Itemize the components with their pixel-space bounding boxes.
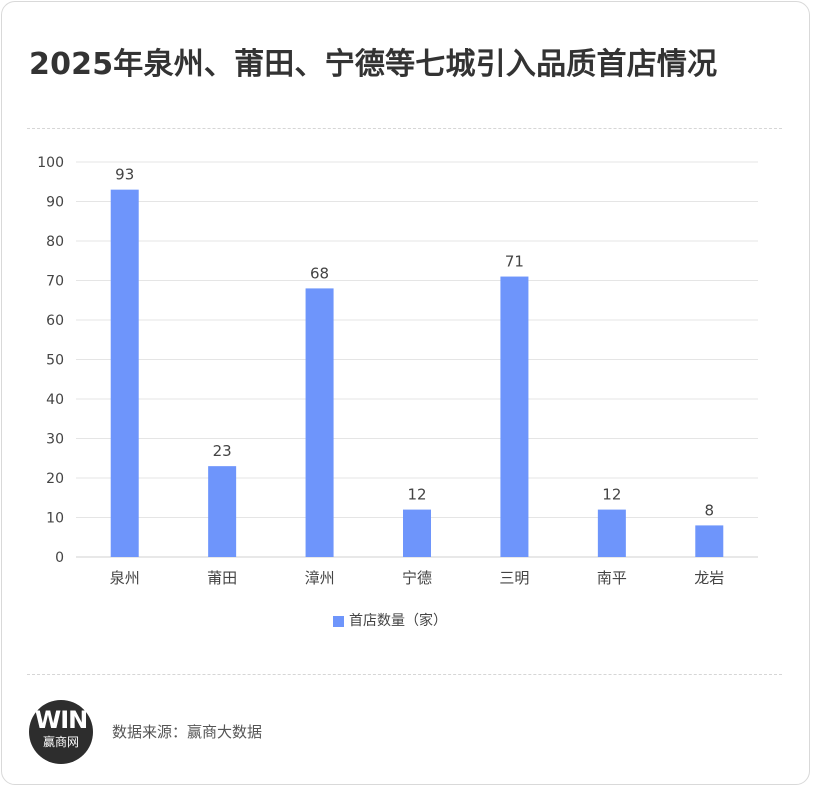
bar xyxy=(208,466,237,557)
y-tick-label: 70 xyxy=(46,274,64,290)
bar xyxy=(403,509,431,557)
x-tick-label: 莆田 xyxy=(207,569,237,587)
x-tick-label: 漳州 xyxy=(305,569,335,587)
data-label: 68 xyxy=(310,264,329,282)
logo-text: 赢商网 xyxy=(42,735,79,749)
data-label: 12 xyxy=(602,486,621,504)
y-tick-label: 20 xyxy=(46,471,64,487)
y-tick-label: 0 xyxy=(55,550,64,566)
data-label: 12 xyxy=(407,486,426,504)
bar xyxy=(597,509,626,557)
bar-chart: 0 10 20 30 40 50 60 70 80 90 100 93 泉州 23 莆田 68 漳州 12 宁德 71… xyxy=(37,155,758,587)
legend-swatch xyxy=(333,615,344,627)
chart-title: 2025年泉州、莆田、宁德等七城引入品质首店情况 xyxy=(29,47,718,82)
data-label: 93 xyxy=(115,166,134,184)
data-label: 23 xyxy=(213,442,232,460)
x-tick-label: 宁德 xyxy=(402,569,432,587)
x-tick-label: 龙岩 xyxy=(694,569,724,587)
y-tick-label: 40 xyxy=(46,392,64,408)
logo-mark: WIN xyxy=(34,706,89,734)
data-label: 8 xyxy=(705,501,715,519)
legend: 首店数量（家） xyxy=(333,611,447,631)
bar xyxy=(500,276,529,557)
x-tick-label: 南平 xyxy=(597,569,627,587)
data-label: 71 xyxy=(505,253,524,271)
data-source: 数据来源：赢商大数据 xyxy=(112,723,263,741)
bottom-divider xyxy=(27,674,782,675)
y-tick-label: 80 xyxy=(46,234,64,250)
legend-label: 首店数量（家） xyxy=(349,613,447,629)
y-tick-label: 60 xyxy=(46,313,64,329)
y-tick-label: 90 xyxy=(46,195,64,211)
y-tick-label: 30 xyxy=(46,432,64,448)
y-tick-label: 100 xyxy=(37,155,64,171)
x-tick-label: 三明 xyxy=(499,569,529,587)
top-divider xyxy=(27,128,782,129)
y-tick-label: 10 xyxy=(46,511,64,527)
x-tick-label: 泉州 xyxy=(110,569,140,587)
bar xyxy=(110,189,139,557)
y-tick-label: 50 xyxy=(46,353,64,369)
bar xyxy=(695,525,724,557)
brand-logo: WIN 赢商网 xyxy=(29,700,93,764)
bar xyxy=(305,288,334,557)
